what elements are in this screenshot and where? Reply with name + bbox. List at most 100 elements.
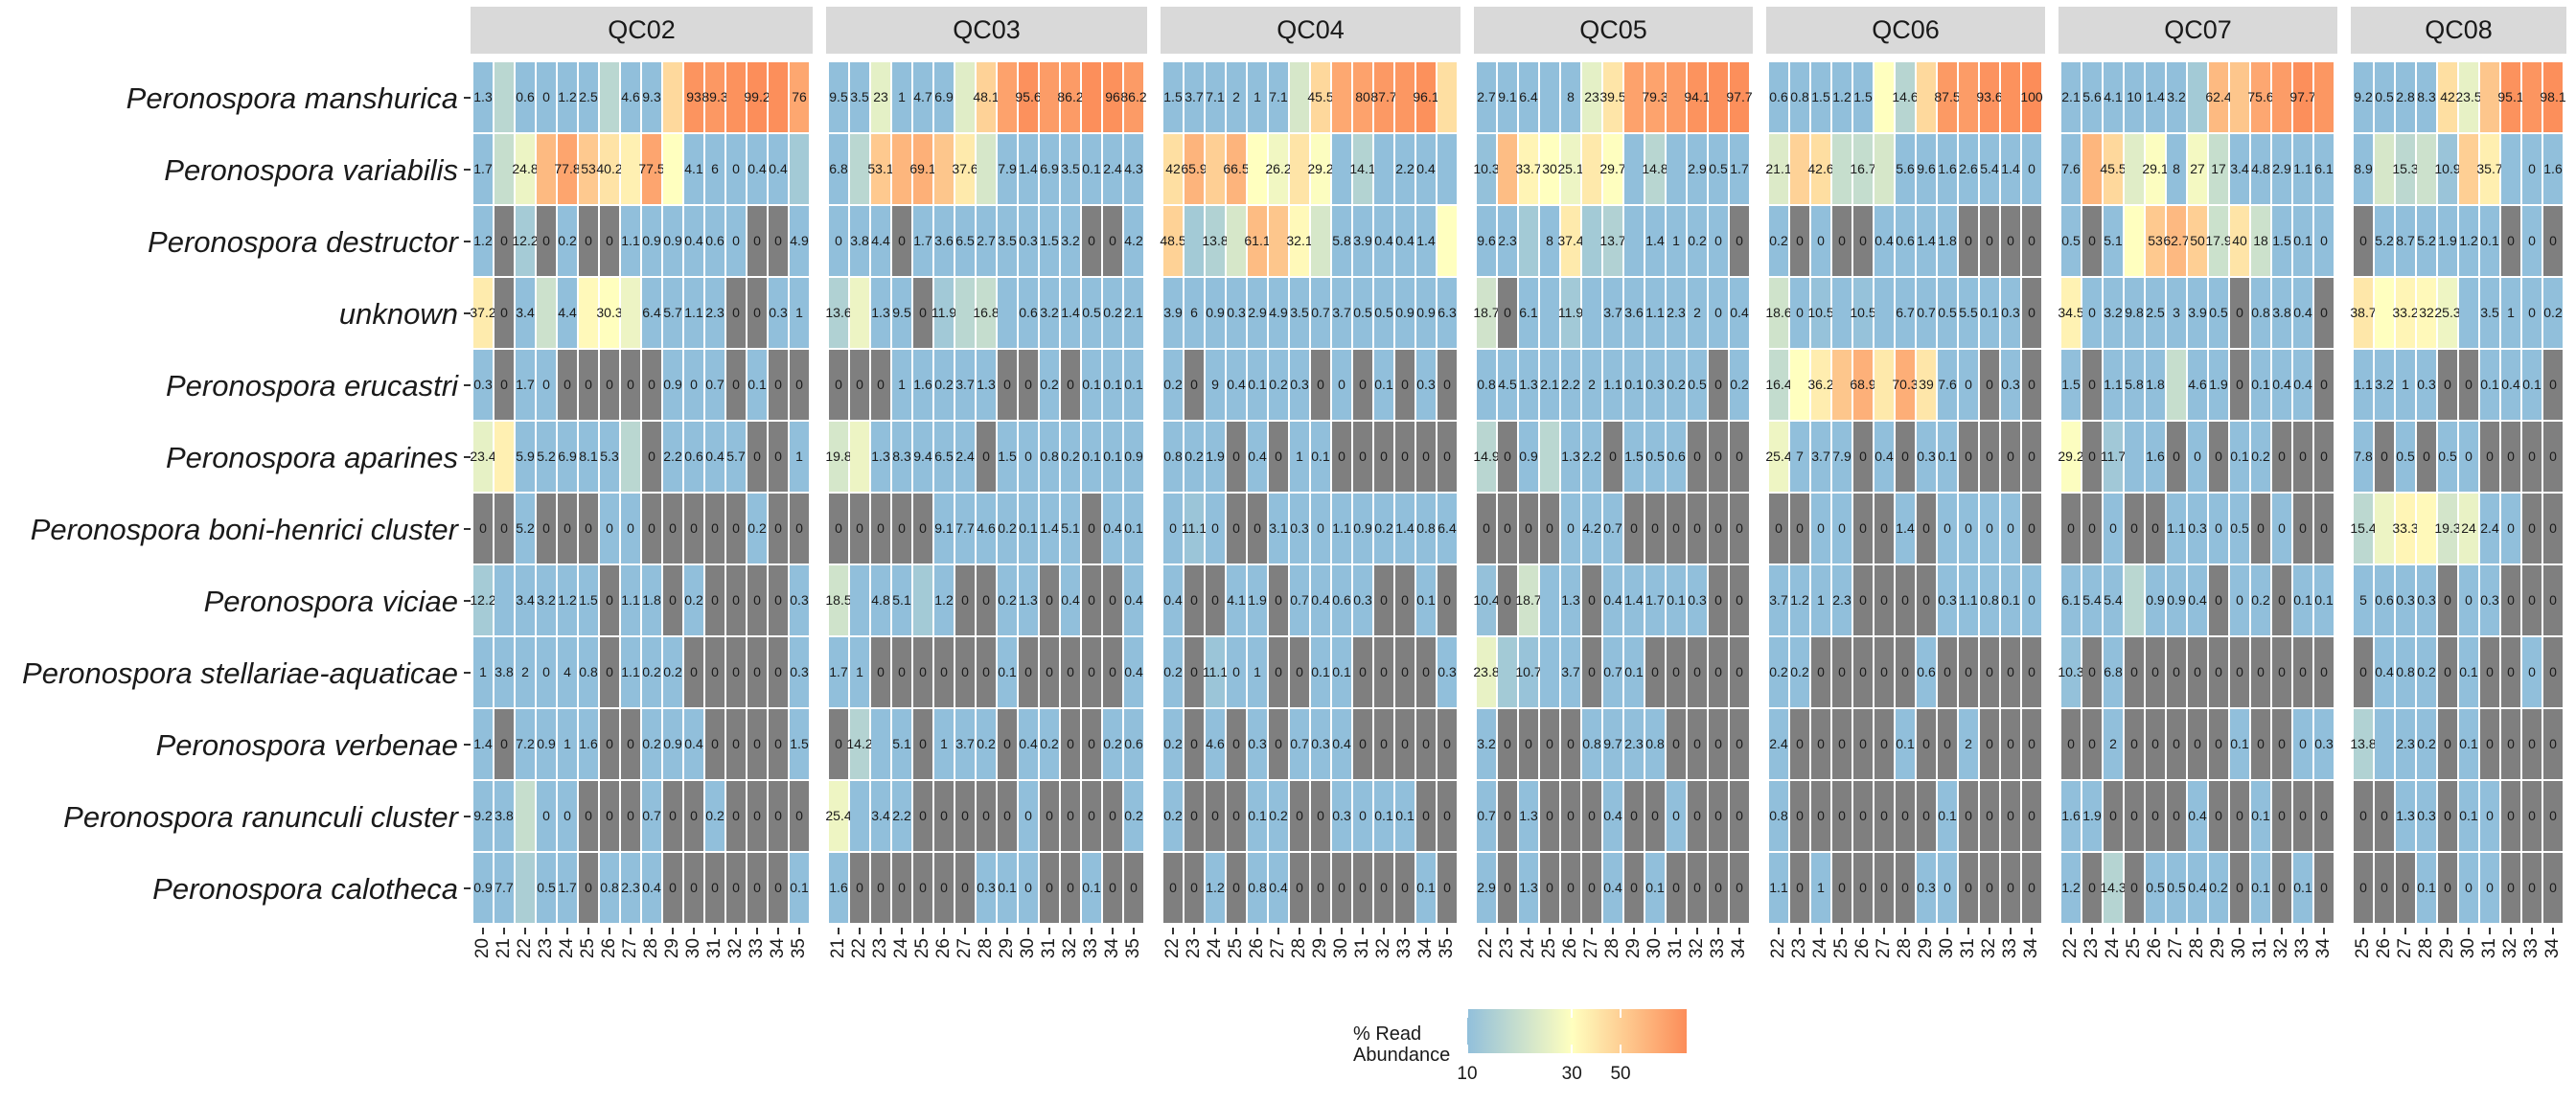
cell-value-label: 5.4 xyxy=(2082,592,2102,608)
cell-value-label: 0 xyxy=(753,592,761,608)
heatmap-cell: 1.5 xyxy=(790,709,809,779)
x-tick-mark xyxy=(2468,928,2470,934)
cell-value-label: 0 xyxy=(648,448,656,464)
heatmap-cell: 4.1 xyxy=(2104,62,2123,132)
heatmap-cell: 0 xyxy=(1917,565,1936,635)
cell-value-label: 0.2 xyxy=(1269,808,1288,823)
heatmap-cell: 0 xyxy=(790,350,809,420)
heatmap-cell xyxy=(955,278,975,348)
heatmap-cell: 11.9 xyxy=(932,278,956,348)
heatmap-cell xyxy=(769,62,788,132)
x-tick-mark xyxy=(2196,928,2198,934)
heatmap-cell xyxy=(913,565,932,635)
cell-value-label: 0.1 xyxy=(2001,592,2020,608)
cell-value-label: 75.6 xyxy=(2247,89,2274,104)
cell-value-label: 16.7 xyxy=(1850,161,1876,176)
cell-value-label: 0 xyxy=(753,448,761,464)
heatmap-cell: 3.5 xyxy=(1290,278,1309,348)
heatmap-cell: 0 xyxy=(1959,637,1978,707)
heatmap-cell: 0 xyxy=(1227,709,1246,779)
heatmap-cell: 0.2 xyxy=(1040,350,1059,420)
cell-value-label: 0 xyxy=(1714,233,1722,248)
heatmap-cell: 5.1 xyxy=(1061,494,1080,564)
heatmap-cell: 0.4 xyxy=(2188,565,2207,635)
cell-value-label: 0 xyxy=(2130,736,2138,751)
cell-value-label: 3.7 xyxy=(1184,89,1204,104)
heatmap-cell: 0.2 xyxy=(2209,853,2228,923)
cell-value-label: 5.7 xyxy=(726,448,746,464)
heatmap-cell: 0 xyxy=(769,422,788,492)
cell-value-label: 3.2 xyxy=(537,592,556,608)
cell-value-label: 0 xyxy=(1130,880,1138,895)
cell-value-label: 0 xyxy=(2528,233,2536,248)
heatmap-cell: 1 xyxy=(1248,637,1267,707)
heatmap-cell: 4.8 xyxy=(2251,134,2270,204)
heatmap-cell: 25.4 xyxy=(1765,422,1792,492)
heatmap-cell: 0 xyxy=(748,565,767,635)
heatmap-cell: 3.1 xyxy=(1269,494,1288,564)
heatmap-cell: 0 xyxy=(2209,565,2228,635)
cell-value-label: 23.8 xyxy=(1473,664,1500,679)
cell-value-label: 4.2 xyxy=(1124,233,1143,248)
cell-value-label: 0 xyxy=(2088,664,2096,679)
cell-value-label: 0.2 xyxy=(2251,448,2270,464)
heatmap-cell: 0 xyxy=(1790,853,1809,923)
heatmap-cell: 0 xyxy=(1561,781,1580,851)
heatmap-cell: 0 xyxy=(1709,278,1728,348)
x-tick-label: 23 xyxy=(1497,938,1517,959)
cell-value-label: 1 xyxy=(856,664,863,679)
cell-value-label: 0 xyxy=(669,808,677,823)
cell-value-label: 0 xyxy=(1965,520,1972,536)
heatmap-cell: 0.1 xyxy=(2522,350,2542,420)
cell-value-label: 0 xyxy=(2359,808,2367,823)
x-tick-label: 23 xyxy=(1789,938,1809,959)
cell-value-label: 1.4 xyxy=(1019,161,1038,176)
cell-value-label: 0 xyxy=(2528,448,2536,464)
cell-value-label: 0 xyxy=(1859,592,1867,608)
cell-value-label: 15.3 xyxy=(2392,161,2419,176)
heatmap-cell: 0 xyxy=(769,781,788,851)
heatmap-cell: 0 xyxy=(998,781,1017,851)
x-tick-label: 25 xyxy=(912,938,932,959)
cell-value-label: 14.3 xyxy=(2100,880,2127,895)
cell-value-label: 0 xyxy=(1401,448,1409,464)
heatmap-cell: 0.2 xyxy=(642,709,661,779)
heatmap-cell: 0 xyxy=(2314,781,2334,851)
heatmap-cell xyxy=(621,278,640,348)
cell-value-label: 1.1 xyxy=(2167,520,2186,536)
cell-value-label: 0.2 xyxy=(1769,664,1788,679)
heatmap-cell: 0 xyxy=(1290,853,1309,923)
heatmap-cell: 0 xyxy=(2459,853,2478,923)
heatmap-cell: 0 xyxy=(2272,709,2291,779)
cell-value-label: 0 xyxy=(690,377,698,392)
cell-value-label: 10.5 xyxy=(1807,305,1834,320)
heatmap-cell: 0 xyxy=(1853,853,1873,923)
cell-value-label: 0 xyxy=(1901,448,1909,464)
heatmap-cell: 0 xyxy=(2022,565,2041,635)
cell-value-label: 0 xyxy=(2320,305,2328,320)
x-tick-label: 32 xyxy=(2500,938,2520,959)
heatmap-cell xyxy=(850,278,869,348)
cell-value-label: 5.9 xyxy=(516,448,535,464)
heatmap-cell xyxy=(2375,278,2394,348)
heatmap-cell: 8.1 xyxy=(579,422,598,492)
cell-value-label: 0 xyxy=(1003,736,1011,751)
heatmap-cell: 17.9 xyxy=(2205,206,2232,276)
heatmap-cell: 0 xyxy=(2501,565,2520,635)
heatmap-cell: 19.8 xyxy=(825,422,852,492)
heatmap-cell: 0.2 xyxy=(1040,709,1059,779)
cell-value-label: 1.5 xyxy=(1811,89,1830,104)
heatmap-cell: 0 xyxy=(2001,637,2020,707)
heatmap-cell: 0 xyxy=(769,494,788,564)
heatmap-cell: 0 xyxy=(2501,637,2520,707)
heatmap-cell: 0 xyxy=(2438,781,2457,851)
heatmap-cell: 0.2 xyxy=(1163,709,1183,779)
cell-value-label: 0 xyxy=(919,880,927,895)
heatmap-cell xyxy=(2188,62,2207,132)
heatmap-cell: 1.9 xyxy=(1248,565,1267,635)
heatmap-cell: 0.4 xyxy=(1374,206,1393,276)
cell-value-label: 0 xyxy=(1986,880,1993,895)
heatmap-cell: 0 xyxy=(684,781,703,851)
heatmap-cell: 0.1 xyxy=(2251,781,2270,851)
cell-value-label: 39.5 xyxy=(1599,89,1626,104)
